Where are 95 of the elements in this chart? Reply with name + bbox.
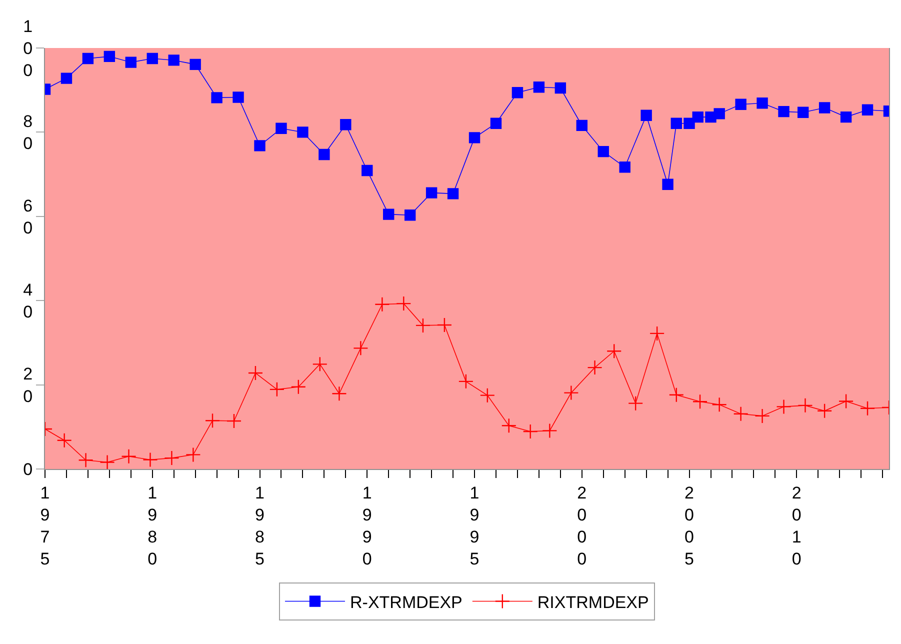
x-tick-label: 1985	[255, 483, 264, 569]
point	[512, 87, 524, 98]
point	[776, 399, 792, 414]
point	[754, 408, 770, 424]
point	[404, 210, 416, 221]
point	[146, 52, 158, 64]
point	[254, 140, 266, 152]
point	[692, 394, 708, 410]
point	[816, 403, 832, 418]
point	[712, 396, 727, 412]
point	[714, 108, 725, 120]
point	[248, 365, 264, 381]
point	[798, 398, 813, 414]
point	[211, 92, 222, 104]
point	[522, 424, 538, 440]
point	[468, 132, 480, 144]
point	[374, 296, 390, 312]
point	[838, 394, 854, 409]
point	[121, 448, 136, 464]
point	[587, 360, 602, 376]
point	[276, 122, 287, 134]
point	[415, 318, 431, 334]
legend-label: RIXTRMDEXP	[537, 592, 649, 612]
y-tick-label: 4 0	[23, 280, 33, 322]
point	[436, 317, 452, 333]
point	[628, 396, 644, 411]
point	[606, 344, 622, 359]
y-tick-label: 0	[23, 460, 33, 479]
point	[340, 119, 352, 130]
point	[104, 50, 116, 62]
point	[860, 400, 876, 416]
point	[100, 454, 115, 469]
x-tick-label: 2010	[792, 483, 802, 569]
point	[480, 388, 495, 403]
point	[78, 452, 94, 468]
point	[576, 120, 588, 132]
point	[862, 104, 874, 116]
point	[490, 118, 502, 129]
point	[164, 450, 180, 466]
point	[501, 418, 516, 434]
point	[598, 146, 609, 158]
point	[670, 118, 682, 129]
point	[684, 118, 695, 129]
x-tick-label: 1995	[470, 483, 480, 569]
point	[668, 387, 684, 402]
point	[312, 356, 328, 372]
point	[383, 208, 394, 220]
point	[733, 406, 748, 422]
point	[447, 188, 459, 200]
y-tick-label: 6 0	[23, 196, 33, 238]
point	[662, 178, 674, 190]
point	[735, 98, 746, 110]
x-tick-label: 1990	[362, 483, 372, 569]
point	[533, 82, 545, 93]
point	[640, 110, 652, 121]
point	[232, 92, 244, 103]
point	[226, 413, 242, 429]
point	[190, 58, 201, 70]
point	[818, 102, 830, 114]
point	[554, 82, 566, 94]
point	[778, 106, 790, 118]
point	[542, 423, 558, 438]
legend-label: R-XTRMDEXP	[350, 592, 462, 612]
point	[56, 432, 72, 448]
point	[692, 111, 704, 123]
y-tick-label: 2 0	[23, 364, 33, 406]
point	[269, 382, 285, 398]
point	[82, 52, 94, 64]
x-tick-label: 2005	[684, 483, 694, 569]
y-tick-label: 1 0 0	[23, 16, 33, 80]
point	[297, 126, 308, 138]
x-tick-label: 1975	[40, 483, 50, 569]
point	[168, 54, 180, 66]
point	[798, 106, 809, 118]
point	[60, 72, 72, 84]
point	[142, 452, 158, 468]
point	[458, 374, 474, 390]
point	[318, 148, 330, 160]
point	[619, 162, 630, 173]
point	[290, 379, 306, 395]
x-tick-label: 1980	[148, 483, 158, 569]
point	[204, 412, 220, 428]
point	[564, 385, 579, 400]
point	[756, 98, 768, 109]
point	[362, 164, 373, 176]
point	[186, 447, 201, 462]
point	[332, 386, 347, 402]
point	[396, 296, 412, 312]
point	[125, 56, 136, 68]
y-tick-label: 8 0	[23, 112, 33, 154]
point	[649, 326, 665, 342]
point	[840, 111, 852, 123]
x-tick-label: 2000	[577, 483, 587, 569]
point	[426, 187, 438, 198]
point	[353, 340, 368, 356]
